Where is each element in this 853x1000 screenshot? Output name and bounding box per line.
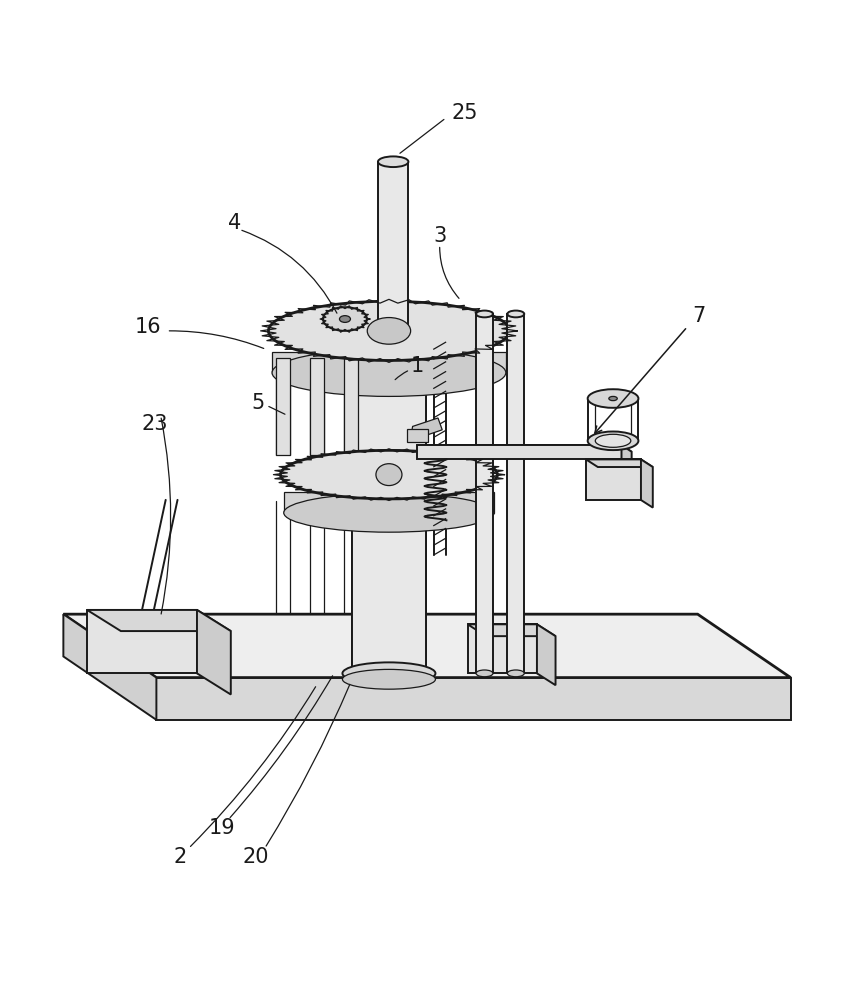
Bar xyxy=(467,624,537,673)
Polygon shape xyxy=(63,614,790,678)
Polygon shape xyxy=(621,445,631,466)
Ellipse shape xyxy=(367,318,410,344)
Polygon shape xyxy=(310,358,323,455)
Polygon shape xyxy=(87,610,230,631)
Polygon shape xyxy=(276,358,290,455)
Polygon shape xyxy=(507,314,524,673)
Polygon shape xyxy=(63,614,156,720)
Ellipse shape xyxy=(375,464,402,486)
Ellipse shape xyxy=(507,311,524,317)
Ellipse shape xyxy=(475,311,492,317)
Ellipse shape xyxy=(507,670,524,677)
Ellipse shape xyxy=(268,301,509,360)
Polygon shape xyxy=(537,624,555,685)
Bar xyxy=(87,610,197,673)
Polygon shape xyxy=(344,358,357,455)
Polygon shape xyxy=(283,492,494,513)
Text: 16: 16 xyxy=(135,317,161,337)
Polygon shape xyxy=(197,610,230,695)
Ellipse shape xyxy=(322,307,367,331)
Ellipse shape xyxy=(608,396,617,401)
Ellipse shape xyxy=(475,670,492,677)
Text: 3: 3 xyxy=(432,226,446,246)
Polygon shape xyxy=(416,445,631,452)
Polygon shape xyxy=(409,418,442,441)
Ellipse shape xyxy=(378,326,408,336)
Ellipse shape xyxy=(342,669,435,689)
Ellipse shape xyxy=(342,662,435,684)
Ellipse shape xyxy=(339,316,350,322)
Ellipse shape xyxy=(587,432,638,450)
Ellipse shape xyxy=(595,434,630,447)
Text: 23: 23 xyxy=(142,414,168,434)
Polygon shape xyxy=(585,459,652,467)
Ellipse shape xyxy=(587,389,638,408)
Bar xyxy=(585,459,641,500)
Ellipse shape xyxy=(272,349,505,396)
Text: 19: 19 xyxy=(209,818,235,838)
Polygon shape xyxy=(378,162,408,331)
Polygon shape xyxy=(641,459,652,508)
Text: 2: 2 xyxy=(173,847,187,867)
Ellipse shape xyxy=(378,156,408,167)
Polygon shape xyxy=(416,445,621,459)
Polygon shape xyxy=(467,624,555,636)
Text: 1: 1 xyxy=(409,356,423,376)
Text: 4: 4 xyxy=(227,213,241,233)
Text: 7: 7 xyxy=(692,306,705,326)
Polygon shape xyxy=(475,314,492,673)
Polygon shape xyxy=(156,678,790,720)
Polygon shape xyxy=(272,352,505,373)
Polygon shape xyxy=(351,331,426,673)
Text: 5: 5 xyxy=(251,393,264,413)
Ellipse shape xyxy=(283,493,494,532)
Ellipse shape xyxy=(280,450,496,499)
Ellipse shape xyxy=(351,320,426,342)
Bar xyxy=(406,429,427,442)
Text: 25: 25 xyxy=(451,103,478,123)
Text: 20: 20 xyxy=(242,847,269,867)
